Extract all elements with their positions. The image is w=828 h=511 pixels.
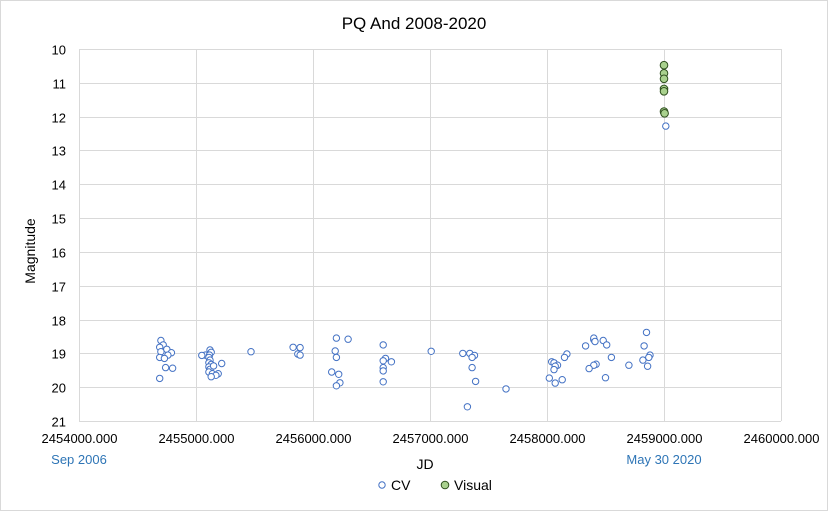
cv-point [218, 359, 226, 368]
legend-marker-cv [378, 481, 386, 489]
cv-point [591, 337, 599, 346]
y-tick-label: 17 [52, 280, 66, 295]
cv-point [168, 364, 177, 372]
cv-point [427, 347, 435, 355]
cv-point [379, 367, 387, 375]
cv-point [643, 362, 652, 370]
cv-point [332, 334, 341, 342]
cv-point [551, 379, 559, 387]
visual-point [659, 74, 669, 84]
cv-point [335, 370, 343, 378]
cv-point [601, 374, 610, 382]
y-tick-label: 19 [52, 347, 66, 362]
cv-point [607, 353, 616, 362]
visual-point [659, 87, 669, 96]
cv-point [468, 363, 476, 372]
cv-point [463, 403, 472, 411]
cv-point [387, 358, 396, 366]
cv-point [247, 348, 255, 356]
date-annotation: Sep 2006 [51, 452, 107, 467]
x-tick-label: 2455000.000 [159, 431, 235, 446]
cv-point [332, 353, 341, 362]
cv-point [645, 353, 653, 362]
cv-point [642, 328, 651, 337]
cv-point [581, 342, 590, 350]
cv-point [198, 351, 206, 360]
x-tick-label: 2460000.000 [744, 431, 820, 446]
cv-point [207, 373, 215, 381]
chart-title: PQ And 2008-2020 [342, 14, 487, 33]
cv-point [331, 347, 339, 355]
y-tick-label: 12 [52, 111, 66, 126]
cv-point [161, 363, 170, 372]
x-tick-label: 2459000.000 [627, 431, 703, 446]
cv-point [296, 351, 304, 359]
cv-point [328, 368, 336, 376]
cv-point [289, 343, 297, 351]
y-tick-label: 21 [52, 415, 66, 430]
y-tick-label: 11 [53, 77, 67, 92]
legend-label-visual: Visual [454, 477, 492, 493]
y-tick-label: 10 [52, 43, 66, 58]
y-tick-label: 14 [52, 178, 66, 193]
cv-point [468, 353, 476, 362]
cv-point [558, 376, 566, 384]
cv-point [662, 122, 670, 130]
cv-point [560, 353, 569, 362]
legend: CV Visual [378, 477, 492, 493]
cv-point [585, 364, 593, 373]
y-tick-label: 20 [52, 381, 66, 396]
x-tick-label: 2454000.000 [42, 431, 118, 446]
y-axis-label: Magnitude [22, 218, 38, 284]
cv-point [640, 342, 648, 350]
cv-point [344, 335, 352, 343]
visual-point [660, 109, 669, 118]
cv-point [160, 354, 169, 363]
y-tick-label: 18 [52, 314, 66, 329]
y-tick-label: 15 [52, 212, 66, 227]
cv-point [379, 378, 387, 386]
cv-point [379, 341, 387, 349]
cv-point [639, 356, 647, 364]
cv-point [625, 361, 633, 369]
legend-marker-visual [440, 480, 450, 490]
visual-point [659, 60, 669, 70]
x-tick-label: 2458000.000 [510, 431, 586, 446]
cv-point [502, 385, 510, 393]
cv-point [379, 357, 387, 365]
cv-point [459, 349, 467, 358]
y-tick-label: 16 [52, 246, 66, 261]
cv-point [603, 341, 611, 349]
cv-point [209, 362, 218, 370]
x-axis-label: JD [416, 456, 433, 472]
cv-point [471, 377, 480, 386]
cv-point [332, 382, 341, 390]
cv-point [156, 374, 164, 383]
cv-point [545, 374, 553, 382]
cv-point [296, 343, 304, 352]
data-points-layer [156, 60, 670, 411]
y-tick-label: 13 [52, 144, 66, 159]
x-tick-label: 2457000.000 [393, 431, 469, 446]
cv-point [550, 365, 558, 374]
date-annotation: May 30 2020 [626, 452, 701, 467]
x-tick-label: 2456000.000 [276, 431, 352, 446]
legend-label-cv: CV [391, 477, 411, 493]
